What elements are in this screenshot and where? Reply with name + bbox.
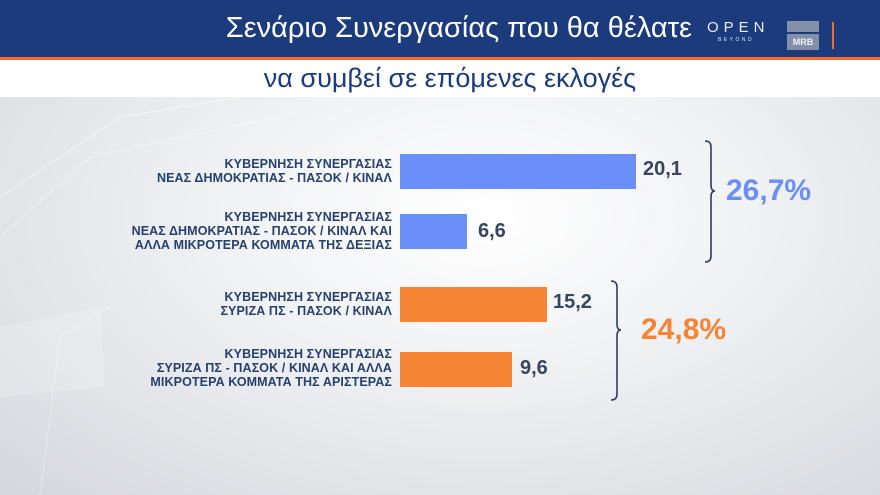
bar-nd-pasok <box>400 154 636 189</box>
label-line: ΣΥΡΙΖΑ ΠΣ - ΠΑΣΟΚ / ΚΙΝΑΛ ΚΑΙ ΑΛΛΑ <box>156 361 392 375</box>
page-title: Σενάριο Συνεργασίας που θα θέλατε <box>225 12 692 44</box>
bar-label-nd-pasok-right: ΚΥΒΕΡΝΗΣΗ ΣΥΝΕΡΓΑΣΙΑΣ ΝΕΑΣ ΔΗΜΟΚΡΑΤΙΑΣ -… <box>132 210 392 252</box>
label-line: ΜΙΚΡΟΤΕΡΑ ΚΟΜΜΑΤΑ ΤΗΣ ΑΡΙΣΤΕΡΑΣ <box>150 375 392 389</box>
bar-nd-pasok-right <box>400 214 467 249</box>
logo-separator <box>832 22 834 49</box>
bar-label-nd-pasok: ΚΥΒΕΡΝΗΣΗ ΣΥΝΕΡΓΑΣΙΑΣ ΝΕΑΣ ΔΗΜΟΚΡΑΤΙΑΣ -… <box>157 157 392 185</box>
label-line: ΚΥΒΕΡΝΗΣΗ ΣΥΝΕΡΓΑΣΙΑΣ <box>224 347 392 361</box>
header-accent-line <box>0 57 880 60</box>
logo-open-word: OPEN <box>707 19 770 36</box>
label-line: ΝΕΑΣ ΔΗΜΟΚΡΑΤΙΑΣ - ΠΑΣΟΚ / ΚΙΝΑΛ <box>156 171 392 185</box>
logo-open-sub: BEYOND <box>717 37 755 43</box>
brace-group-left-icon <box>610 280 622 401</box>
mrb-logo-top-block <box>787 21 819 32</box>
label-line: ΑΛΛΑ ΜΙΚΡΟΤΕΡΑ ΚΟΜΜΑΤΑ ΤΗΣ ΔΕΞΙΑΣ <box>134 238 392 252</box>
subtitle-band <box>0 60 880 97</box>
bar-label-syriza-pasok-left: ΚΥΒΕΡΝΗΣΗ ΣΥΝΕΡΓΑΣΙΑΣ ΣΥΡΙΖΑ ΠΣ - ΠΑΣΟΚ … <box>150 347 392 389</box>
label-line: ΚΥΒΕΡΝΗΣΗ ΣΥΝΕΡΓΑΣΙΑΣ <box>224 210 392 224</box>
value-syriza-pasok: 15,2 <box>553 291 592 313</box>
group-total-left: 24,8% <box>641 313 727 346</box>
bar-syriza-pasok <box>400 287 547 322</box>
mrb-logo: MRB <box>787 21 819 50</box>
open-beyond-logo: OPEN BEYOND <box>707 20 765 52</box>
value-nd-pasok-right: 6,6 <box>478 220 506 242</box>
brace-group-right-icon <box>704 140 716 263</box>
value-nd-pasok: 20,1 <box>643 158 682 180</box>
label-line: ΚΥΒΕΡΝΗΣΗ ΣΥΝΕΡΓΑΣΙΑΣ <box>224 157 392 171</box>
page-subtitle: να συμβεί σε επόμενες εκλογές <box>263 63 637 93</box>
group-total-right: 26,7% <box>726 174 812 207</box>
label-line: ΣΥΡΙΖΑ ΠΣ - ΠΑΣΟΚ / ΚΙΝΑΛ <box>220 304 392 318</box>
label-line: ΚΥΒΕΡΝΗΣΗ ΣΥΝΕΡΓΑΣΙΑΣ <box>224 290 392 304</box>
value-syriza-pasok-left: 9,6 <box>520 357 548 379</box>
bar-syriza-pasok-left <box>400 352 512 387</box>
label-line: ΝΕΑΣ ΔΗΜΟΚΡΑΤΙΑΣ - ΠΑΣΟΚ / ΚΙΝΑΛ ΚΑΙ <box>131 224 392 238</box>
bar-label-syriza-pasok: ΚΥΒΕΡΝΗΣΗ ΣΥΝΕΡΓΑΣΙΑΣ ΣΥΡΙΖΑ ΠΣ - ΠΑΣΟΚ … <box>220 290 392 318</box>
header-bar <box>0 0 880 57</box>
mrb-logo-text: MRB <box>787 34 819 50</box>
